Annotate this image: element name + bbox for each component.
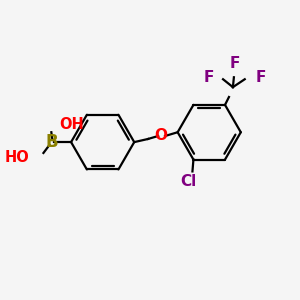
Text: O: O xyxy=(154,128,168,143)
Text: OH: OH xyxy=(59,117,84,132)
Text: F: F xyxy=(204,70,214,85)
Text: Cl: Cl xyxy=(180,174,196,189)
Text: F: F xyxy=(230,56,240,71)
Text: B: B xyxy=(45,133,58,151)
Text: HO: HO xyxy=(5,150,30,165)
Text: F: F xyxy=(255,70,266,85)
